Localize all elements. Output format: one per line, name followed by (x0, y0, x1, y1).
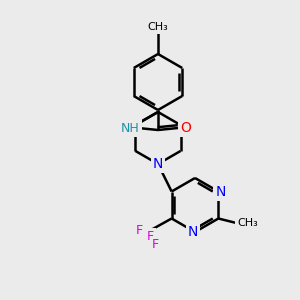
Text: F: F (147, 230, 154, 243)
Text: CH₃: CH₃ (148, 22, 168, 32)
Text: N: N (215, 184, 226, 199)
Text: O: O (181, 121, 191, 135)
Text: CH₃: CH₃ (237, 218, 258, 229)
Text: N: N (153, 157, 163, 171)
Text: F: F (136, 224, 143, 237)
Text: NH: NH (121, 122, 140, 134)
Text: N: N (188, 225, 198, 239)
Text: F: F (152, 238, 159, 251)
